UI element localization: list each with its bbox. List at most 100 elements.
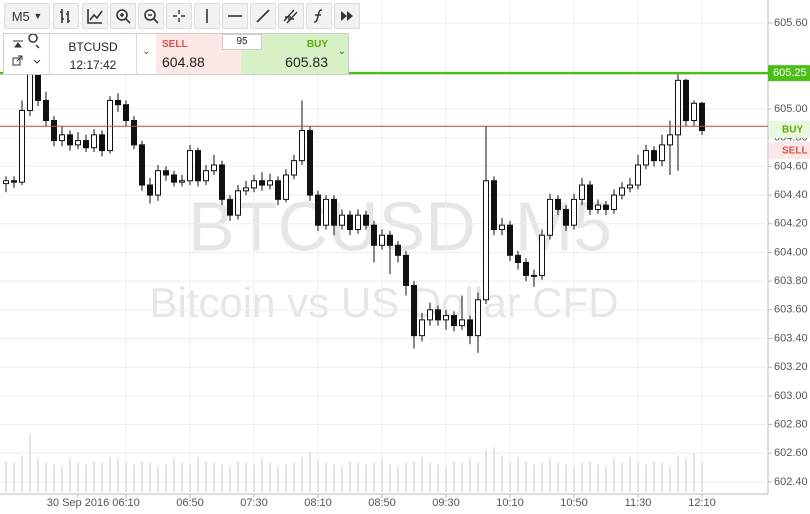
- candle-body: [635, 164, 641, 186]
- timeframe: M5: [11, 8, 30, 24]
- candle-body: [291, 160, 297, 176]
- icon: [283, 9, 298, 24]
- x-tick-label: 30 Sep 2016: [47, 497, 109, 509]
- y-tick-label: 605.00: [774, 103, 808, 115]
- tool-function[interactable]: [306, 3, 332, 29]
- candle-body: [227, 198, 233, 216]
- collapse-button[interactable]: ⌄: [136, 34, 156, 74]
- candle-body: [67, 134, 73, 146]
- tool-zoom-out[interactable]: [138, 3, 164, 29]
- sell-tag-bg: [769, 142, 810, 159]
- price-line-tag: [768, 65, 810, 82]
- candle-body: [419, 319, 425, 337]
- x-tick-label: 08:50: [368, 497, 396, 509]
- candle-body: [571, 198, 577, 226]
- tool-indicator[interactable]: [82, 3, 108, 29]
- candle-body: [691, 102, 697, 121]
- y-tick-label: 603.80: [774, 275, 808, 287]
- volume: [5, 434, 703, 492]
- candle-body: [155, 170, 161, 196]
- candle-body: [379, 234, 385, 246]
- candle-body: [499, 224, 505, 231]
- y-tick-label: 602.40: [774, 476, 808, 488]
- candle-body: [483, 180, 489, 301]
- icon: [173, 10, 185, 22]
- candle-body: [547, 198, 553, 236]
- candle-body: [195, 150, 201, 182]
- candle-body: [259, 180, 265, 186]
- tool-hline[interactable]: [222, 3, 248, 29]
- sell-label: SELL: [162, 39, 188, 50]
- y-tick-label: 605.60: [774, 17, 808, 29]
- candle-body: [387, 234, 393, 246]
- x-tick-label: 09:30: [432, 497, 460, 509]
- candle-body: [19, 109, 25, 183]
- expand-button[interactable]: ⌄: [336, 34, 348, 74]
- candle-body: [523, 261, 529, 276]
- candle-body: [3, 180, 9, 185]
- candle-body: [107, 99, 113, 152]
- y-tick-label: 603.20: [774, 361, 808, 373]
- candle-body: [627, 184, 633, 189]
- tool-trendline[interactable]: [250, 3, 276, 29]
- symbol: BTCUSD: [68, 40, 118, 54]
- x-tick-label: 06:50: [176, 497, 204, 509]
- candle-body: [139, 144, 145, 186]
- candle-body: [531, 274, 537, 277]
- candle-body: [427, 309, 433, 321]
- candle-body: [411, 284, 417, 337]
- candle-body: [555, 198, 561, 210]
- candle-body: [123, 104, 129, 121]
- buy-label: BUY: [306, 39, 328, 50]
- candle-body: [403, 254, 409, 286]
- candle-body: [643, 150, 649, 166]
- x-tick-label: 08:10: [304, 497, 332, 509]
- tool-crosshair[interactable]: [166, 3, 192, 29]
- candle-body: [27, 74, 33, 111]
- icon: [116, 9, 131, 24]
- icon: [256, 9, 270, 23]
- x-tick-label: 12:10: [688, 497, 716, 509]
- candle-body: [699, 102, 705, 132]
- y-tick-label: 604.00: [774, 246, 808, 258]
- sell-tag: SELL: [782, 146, 808, 157]
- candle-body: [219, 164, 225, 200]
- candle-body: [579, 184, 585, 200]
- candle-body: [443, 315, 449, 321]
- candle-body: [171, 174, 177, 183]
- candle-body: [299, 130, 305, 162]
- candle-body: [43, 99, 49, 121]
- icon: [144, 9, 159, 24]
- candle-body: [347, 214, 353, 231]
- candle-body: [563, 208, 569, 226]
- tool-bars[interactable]: [53, 3, 79, 29]
- candle-body: [243, 187, 249, 192]
- tool-vline[interactable]: [194, 3, 220, 29]
- y-tick-label: 602.60: [774, 447, 808, 459]
- panel-controls: [4, 33, 50, 74]
- buy-tag: BUY: [782, 125, 803, 136]
- y-tick-label: 603.60: [774, 304, 808, 316]
- candle-body: [339, 214, 345, 226]
- symbol-cell: BTCUSD 12:17:42: [50, 34, 136, 74]
- tool-forward[interactable]: [334, 3, 360, 29]
- candle-body: [179, 180, 185, 183]
- candle-body: [99, 134, 105, 152]
- candle-body: [675, 79, 681, 136]
- x-tick-label: 11:30: [625, 497, 652, 509]
- server-time: 12:17:42: [69, 58, 117, 72]
- trade-panel: BTCUSD 12:17:42 ⌄ SELL 604.88 BUY 605.83…: [3, 33, 349, 75]
- tool-channel[interactable]: [278, 3, 304, 29]
- candle-body: [131, 119, 137, 146]
- candle-body: [203, 170, 209, 182]
- x-tick-label: 06:10: [112, 497, 140, 509]
- candle-body: [603, 204, 609, 210]
- x-tick-label: 07:30: [240, 497, 268, 509]
- candle-body: [211, 164, 217, 172]
- dropdown-arrow: ▼: [33, 11, 43, 21]
- timeframe-button[interactable]: M5 ▼: [4, 3, 50, 29]
- candle-body: [251, 180, 257, 189]
- tool-zoom-in[interactable]: [110, 3, 136, 29]
- buy-price: 605.83: [285, 54, 328, 70]
- candle-body: [371, 224, 377, 246]
